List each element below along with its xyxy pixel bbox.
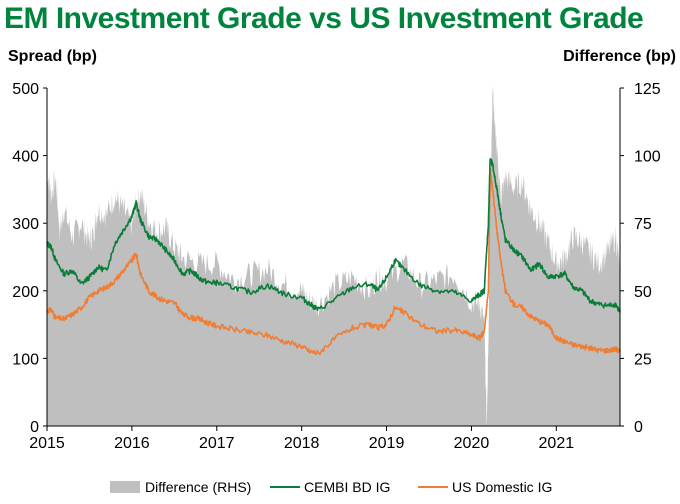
legend-label-us: US Domestic IG xyxy=(452,479,552,495)
x-tick-label: 2021 xyxy=(539,435,575,452)
left-tick-label: 500 xyxy=(12,81,39,98)
right-tick-label: 0 xyxy=(634,419,643,436)
left-tick-label: 300 xyxy=(12,216,39,233)
cembi-bd-ig-line xyxy=(46,158,621,313)
x-tick-label: 2016 xyxy=(114,435,150,452)
right-tick-label: 75 xyxy=(634,216,652,233)
x-tick-label: 2017 xyxy=(199,435,235,452)
right-tick-label: 100 xyxy=(634,149,661,166)
x-tick-label: 2018 xyxy=(284,435,320,452)
x-tick-label: 2019 xyxy=(369,435,405,452)
left-tick-label: 200 xyxy=(12,284,39,301)
chart-title: EM Investment Grade vs US Investment Gra… xyxy=(4,2,644,35)
x-tick-label: 2015 xyxy=(29,435,65,452)
right-tick-label: 25 xyxy=(634,351,652,368)
us-domestic-ig-line xyxy=(46,167,621,356)
left-tick-label: 0 xyxy=(30,419,39,436)
legend-label-difference: Difference (RHS) xyxy=(145,479,251,495)
legend-swatch-difference xyxy=(110,481,140,493)
right-axis-title: Difference (bp) xyxy=(563,48,676,65)
left-axis-title: Spread (bp) xyxy=(8,48,97,65)
difference-area xyxy=(47,83,620,426)
legend-label-cembi: CEMBI BD IG xyxy=(304,479,390,495)
left-tick-label: 400 xyxy=(12,149,39,166)
x-tick-label: 2020 xyxy=(454,435,490,452)
legend: Difference (RHS) CEMBI BD IG US Domestic I… xyxy=(110,479,552,495)
left-tick-label: 100 xyxy=(12,351,39,368)
right-tick-label: 125 xyxy=(634,81,661,98)
right-tick-label: 50 xyxy=(634,284,652,301)
